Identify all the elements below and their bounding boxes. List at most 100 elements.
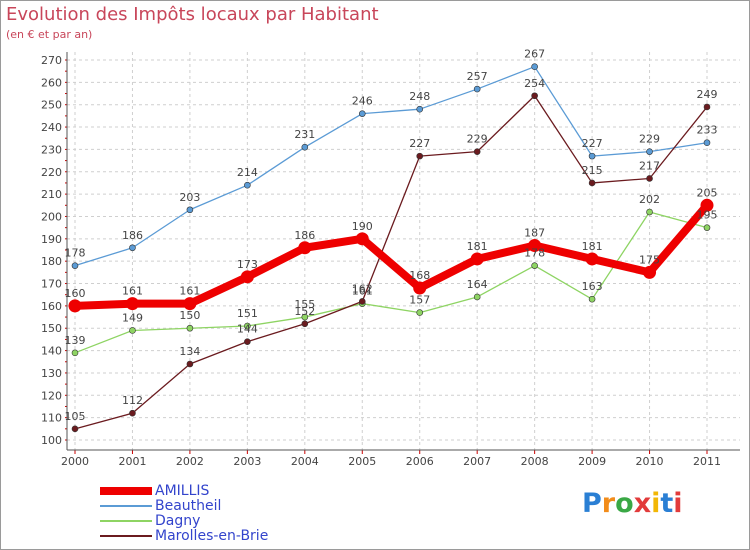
- data-label: 155: [294, 298, 315, 311]
- x-tick-label: 2003: [233, 455, 261, 468]
- data-point: [643, 265, 657, 279]
- data-label: 205: [697, 186, 718, 199]
- data-label: 190: [352, 220, 373, 233]
- data-label: 178: [524, 247, 545, 260]
- data-label: 134: [179, 345, 200, 358]
- data-label: 164: [467, 278, 488, 291]
- data-label: 217: [639, 159, 660, 172]
- data-label: 203: [179, 191, 200, 204]
- data-point: [301, 143, 309, 151]
- x-tick-label: 2000: [61, 455, 89, 468]
- data-point: [413, 281, 427, 295]
- data-label: 186: [294, 229, 315, 242]
- data-label: 168: [409, 269, 430, 282]
- y-tick-label: 230: [41, 143, 62, 156]
- data-label: 254: [524, 77, 545, 90]
- data-point: [588, 152, 596, 160]
- data-label: 187: [524, 227, 545, 240]
- legend-swatch-marolles: [100, 535, 152, 537]
- data-point: [588, 295, 596, 303]
- data-point: [244, 322, 251, 330]
- x-tick-label: 2011: [693, 455, 721, 468]
- data-point: [68, 299, 82, 313]
- data-point: [186, 206, 194, 214]
- data-point: [470, 252, 484, 266]
- data-point: [585, 252, 599, 266]
- legend-swatch-beautheil: [100, 505, 152, 507]
- y-tick-label: 190: [41, 233, 62, 246]
- logo-letter: r: [601, 488, 616, 519]
- data-point: [298, 241, 312, 255]
- data-label: 157: [409, 294, 430, 307]
- series-line-amillis: [71, 201, 711, 310]
- y-tick-label: 220: [41, 166, 62, 179]
- x-tick-label: 2006: [406, 455, 434, 468]
- legend-label-amillis: AMILLIS: [155, 483, 210, 499]
- data-point: [473, 85, 481, 93]
- data-point: [588, 179, 596, 187]
- data-label: 257: [467, 70, 488, 83]
- legend-swatch-dagny: [100, 520, 152, 522]
- data-label: 160: [65, 287, 86, 300]
- data-point: [528, 239, 542, 253]
- data-point: [531, 63, 538, 71]
- data-label: 181: [582, 240, 603, 253]
- data-label: 151: [237, 307, 258, 320]
- logo-letter: P: [582, 488, 602, 519]
- data-label: 150: [179, 309, 200, 322]
- data-point: [240, 270, 254, 284]
- data-point: [71, 425, 79, 433]
- series-line-marolles-en-brie: [74, 95, 708, 430]
- data-point: [129, 327, 136, 334]
- series-marolles-en-brie: [71, 92, 711, 433]
- data-label: 249: [697, 88, 718, 101]
- data-label: 214: [237, 166, 258, 179]
- x-tick-label: 2001: [118, 455, 146, 468]
- data-label: 246: [352, 95, 373, 108]
- series-dagny: [71, 208, 711, 357]
- series-line-beautheil: [74, 66, 708, 267]
- data-point: [244, 181, 251, 189]
- data-label: 202: [639, 193, 660, 206]
- data-label: 161: [122, 285, 143, 298]
- data-label: 152: [294, 305, 315, 318]
- data-label: 161: [352, 285, 373, 298]
- data-point: [416, 152, 424, 160]
- y-tick-label: 140: [41, 345, 62, 358]
- data-point: [129, 244, 136, 252]
- data-label: 233: [697, 124, 718, 137]
- grid: [67, 52, 740, 450]
- data-point: [244, 338, 251, 345]
- data-point: [703, 139, 711, 147]
- data-point: [416, 105, 424, 113]
- x-tick-label: 2010: [636, 455, 664, 468]
- legend-label-dagny: Dagny: [155, 513, 201, 529]
- legend-swatch-amillis: [100, 487, 152, 495]
- data-label: 173: [237, 258, 258, 271]
- data-label: 149: [122, 311, 143, 324]
- logo-letter: x: [633, 488, 652, 519]
- data-point: [358, 110, 366, 117]
- data-point: [646, 148, 653, 155]
- x-tick-label: 2005: [348, 455, 376, 468]
- chart-title: Evolution des Impôts locaux par Habitant: [6, 4, 379, 25]
- y-tick-label: 160: [41, 300, 62, 313]
- data-point: [416, 309, 424, 316]
- data-point: [358, 298, 366, 305]
- y-tick-label: 130: [41, 367, 62, 380]
- data-point: [473, 148, 481, 155]
- data-point: [703, 224, 711, 231]
- proxiti-logo: Proxiti: [582, 488, 683, 519]
- data-label: 227: [409, 137, 430, 150]
- series-line-dagny: [74, 211, 708, 354]
- y-tick-label: 180: [41, 255, 62, 268]
- x-tick-label: 2009: [578, 455, 606, 468]
- legend-label-beautheil: Beautheil: [155, 498, 222, 514]
- data-label: 248: [409, 90, 430, 103]
- data-point: [531, 262, 538, 269]
- y-tick-label: 150: [41, 322, 62, 335]
- data-label: 227: [582, 137, 603, 150]
- data-point: [301, 320, 309, 328]
- data-point: [129, 409, 136, 417]
